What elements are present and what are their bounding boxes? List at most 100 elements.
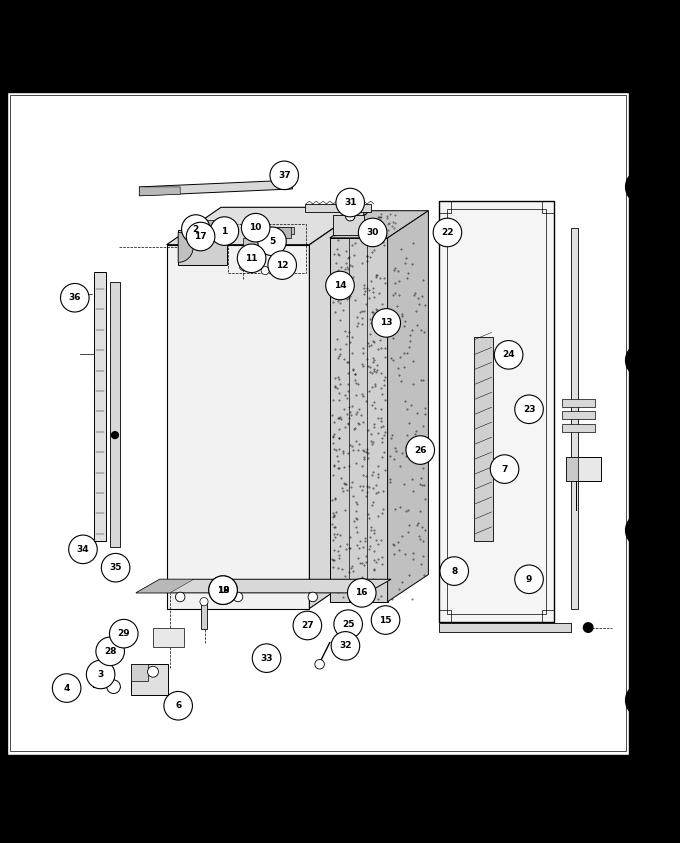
Text: 32: 32	[339, 642, 352, 651]
Text: 24: 24	[503, 351, 515, 359]
Circle shape	[69, 535, 97, 564]
Circle shape	[200, 230, 208, 239]
Text: 9: 9	[526, 575, 532, 583]
Circle shape	[345, 212, 355, 221]
Circle shape	[61, 283, 89, 312]
Circle shape	[214, 230, 222, 239]
Text: 34: 34	[77, 545, 89, 554]
Polygon shape	[139, 187, 180, 196]
Circle shape	[175, 592, 185, 602]
Circle shape	[334, 609, 362, 638]
Text: 29: 29	[118, 629, 130, 638]
Circle shape	[109, 620, 138, 648]
Bar	[131, 664, 168, 695]
Circle shape	[210, 217, 239, 245]
Text: 14: 14	[334, 281, 346, 290]
Circle shape	[108, 648, 120, 660]
Circle shape	[515, 565, 543, 593]
Circle shape	[112, 432, 118, 438]
Circle shape	[252, 644, 281, 673]
Circle shape	[107, 680, 120, 694]
Circle shape	[315, 659, 324, 669]
Bar	[562, 411, 595, 420]
Circle shape	[372, 309, 401, 337]
Bar	[178, 230, 227, 265]
Circle shape	[515, 395, 543, 423]
Text: 15: 15	[379, 615, 392, 625]
Text: 31: 31	[344, 198, 356, 207]
Circle shape	[209, 576, 237, 604]
Text: 11: 11	[245, 254, 258, 263]
Circle shape	[626, 343, 660, 378]
Circle shape	[293, 611, 322, 640]
Polygon shape	[136, 579, 391, 593]
Circle shape	[440, 557, 469, 585]
Text: 35: 35	[109, 563, 122, 572]
Circle shape	[308, 592, 318, 602]
Bar	[153, 628, 184, 647]
Text: 22: 22	[441, 228, 454, 237]
Text: 18: 18	[217, 586, 229, 594]
Circle shape	[96, 637, 124, 666]
Circle shape	[239, 262, 248, 271]
Bar	[333, 216, 364, 234]
Circle shape	[52, 674, 81, 702]
Bar	[330, 238, 388, 602]
Circle shape	[371, 606, 400, 634]
Circle shape	[583, 623, 593, 632]
Polygon shape	[305, 204, 371, 212]
Bar	[253, 227, 294, 234]
Bar	[250, 249, 262, 257]
Text: 1: 1	[221, 227, 228, 235]
Text: 13: 13	[380, 319, 392, 327]
Circle shape	[626, 170, 660, 204]
Circle shape	[433, 218, 462, 247]
Circle shape	[494, 341, 523, 369]
Text: 26: 26	[414, 446, 426, 454]
Bar	[94, 272, 106, 540]
Circle shape	[148, 666, 158, 677]
Circle shape	[331, 631, 360, 660]
Bar	[201, 603, 207, 629]
Text: 6: 6	[175, 701, 182, 711]
Circle shape	[358, 218, 387, 247]
Text: 27: 27	[301, 621, 313, 630]
Bar	[566, 457, 578, 481]
Bar	[131, 664, 148, 681]
Text: 30: 30	[367, 228, 379, 237]
Circle shape	[261, 266, 269, 275]
Text: 23: 23	[523, 405, 535, 414]
Circle shape	[626, 513, 660, 547]
Bar	[243, 238, 267, 250]
Circle shape	[406, 436, 435, 464]
Text: 8: 8	[451, 566, 458, 576]
Polygon shape	[330, 211, 428, 238]
Bar	[110, 282, 120, 547]
Circle shape	[186, 223, 215, 251]
Text: 7: 7	[501, 464, 508, 474]
Circle shape	[241, 213, 270, 242]
Bar	[571, 228, 578, 609]
Bar	[167, 244, 309, 609]
Text: 4: 4	[63, 684, 70, 693]
Circle shape	[182, 215, 210, 244]
Text: 12: 12	[276, 260, 288, 270]
Bar	[439, 624, 571, 632]
Circle shape	[270, 161, 299, 190]
Text: 5: 5	[269, 237, 275, 246]
Text: 36: 36	[69, 293, 81, 303]
Bar	[542, 609, 554, 622]
Polygon shape	[178, 233, 193, 262]
Bar	[439, 201, 554, 622]
Circle shape	[101, 553, 130, 582]
Bar	[562, 399, 595, 407]
Circle shape	[262, 655, 271, 663]
Polygon shape	[309, 207, 364, 609]
Circle shape	[86, 660, 115, 689]
Polygon shape	[139, 180, 292, 196]
Bar	[562, 423, 595, 432]
Bar	[566, 457, 601, 481]
Bar	[228, 224, 306, 273]
Circle shape	[626, 684, 660, 717]
Bar	[542, 201, 554, 212]
